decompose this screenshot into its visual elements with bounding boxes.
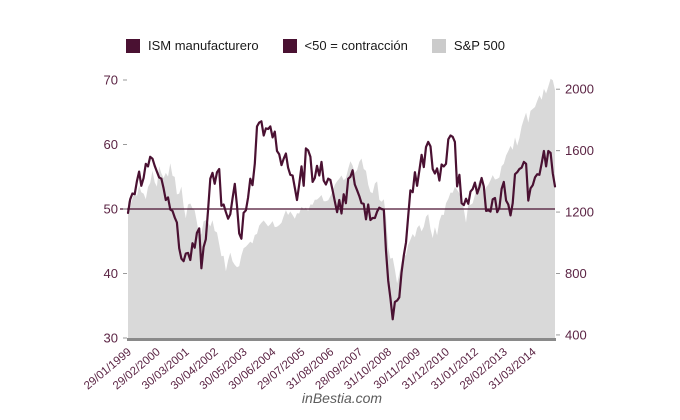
ism-swatch-icon xyxy=(126,38,140,53)
legend-item-ism: ISM manufacturero xyxy=(126,38,259,53)
right-axis-tick-label: 800 xyxy=(565,266,587,281)
legend-label-contraction: <50 = contracción xyxy=(304,38,408,53)
right-axis-tick-label: 2000 xyxy=(565,82,594,97)
sp500-swatch-icon xyxy=(431,38,446,53)
left-axis-tick-label: 70 xyxy=(104,73,118,88)
chart-legend: ISM manufacturero <50 = contracción S&P … xyxy=(126,38,505,53)
legend-item-sp500: S&P 500 xyxy=(431,38,505,53)
left-axis-tick-label: 60 xyxy=(104,137,118,152)
contraction-swatch-icon xyxy=(282,38,297,53)
watermark: inBestia.com xyxy=(301,390,383,406)
ism-line xyxy=(126,120,557,321)
left-axis-tick-label: 30 xyxy=(104,331,118,346)
right-axis-tick-label: 1200 xyxy=(565,205,594,220)
legend-label-ism: ISM manufacturero xyxy=(148,38,259,53)
right-axis-tick-label: 1600 xyxy=(565,143,594,158)
legend-item-contraction: <50 = contracción xyxy=(282,38,408,53)
left-axis-tick-label: 40 xyxy=(104,266,118,281)
legend-label-sp500: S&P 500 xyxy=(453,38,505,53)
right-axis-tick-label: 400 xyxy=(565,327,587,342)
left-axis-tick-label: 50 xyxy=(104,202,118,217)
